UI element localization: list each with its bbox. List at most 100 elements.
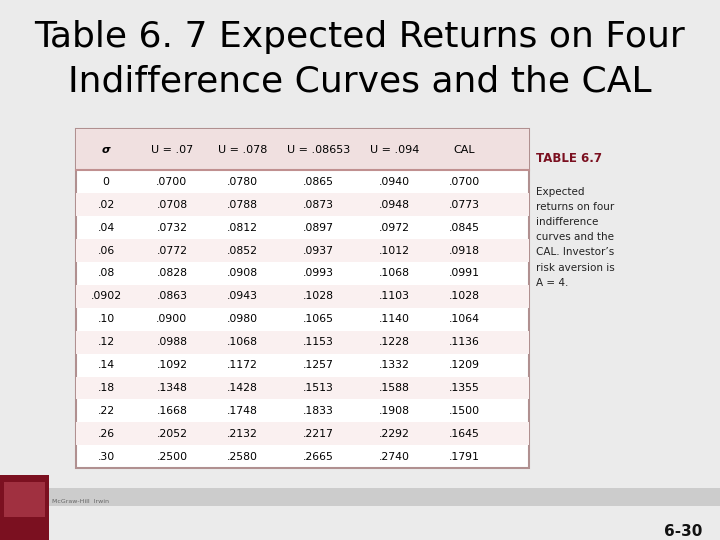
Text: .0788: .0788 [227, 200, 258, 210]
Text: .0897: .0897 [303, 222, 334, 233]
Text: .2132: .2132 [227, 429, 258, 438]
Text: .1257: .1257 [303, 360, 333, 370]
Text: 6-30: 6-30 [664, 524, 702, 539]
Text: .1153: .1153 [303, 337, 333, 347]
Text: .0852: .0852 [227, 246, 258, 255]
FancyBboxPatch shape [76, 130, 529, 171]
Text: .0780: .0780 [227, 177, 258, 187]
Text: .1833: .1833 [303, 406, 333, 416]
Text: .0772: .0772 [156, 246, 187, 255]
FancyBboxPatch shape [49, 488, 720, 507]
Text: .1645: .1645 [449, 429, 480, 438]
Text: .1136: .1136 [449, 337, 480, 347]
Text: .10: .10 [98, 314, 115, 325]
FancyBboxPatch shape [76, 239, 529, 262]
Text: .1513: .1513 [303, 383, 333, 393]
Text: .0863: .0863 [156, 292, 187, 301]
Text: .1140: .1140 [379, 314, 410, 325]
Text: .1065: .1065 [303, 314, 334, 325]
Text: .08: .08 [98, 268, 115, 279]
Text: .1068: .1068 [379, 268, 410, 279]
Text: CAL: CAL [454, 145, 475, 155]
Text: U = .07: U = .07 [151, 145, 193, 155]
Text: .0908: .0908 [227, 268, 258, 279]
Text: 0: 0 [103, 177, 109, 187]
Text: U = .094: U = .094 [369, 145, 419, 155]
Text: .0812: .0812 [227, 222, 258, 233]
Text: .1012: .1012 [379, 246, 410, 255]
Text: .0900: .0900 [156, 314, 188, 325]
Text: .26: .26 [98, 429, 114, 438]
FancyBboxPatch shape [0, 475, 49, 540]
Text: .2665: .2665 [303, 451, 333, 462]
Text: .04: .04 [98, 222, 115, 233]
Text: .1068: .1068 [227, 337, 258, 347]
Text: Expected
returns on four
indifference
curves and the
CAL. Investor’s
risk aversi: Expected returns on four indifference cu… [536, 186, 615, 288]
Text: σ: σ [102, 145, 111, 155]
Text: .1428: .1428 [227, 383, 258, 393]
Text: .1668: .1668 [156, 406, 187, 416]
Text: .1064: .1064 [449, 314, 480, 325]
FancyBboxPatch shape [76, 376, 529, 400]
Text: .0732: .0732 [156, 222, 187, 233]
Text: .1791: .1791 [449, 451, 480, 462]
Text: .1908: .1908 [379, 406, 410, 416]
Text: .1228: .1228 [379, 337, 410, 347]
Text: .1028: .1028 [449, 292, 480, 301]
Text: U = .078: U = .078 [217, 145, 267, 155]
Text: .14: .14 [98, 360, 114, 370]
Text: .0700: .0700 [156, 177, 188, 187]
Text: .0948: .0948 [379, 200, 410, 210]
Text: .1332: .1332 [379, 360, 410, 370]
Text: .02: .02 [98, 200, 115, 210]
Text: .12: .12 [98, 337, 114, 347]
Text: .22: .22 [98, 406, 114, 416]
FancyBboxPatch shape [76, 193, 529, 216]
Text: .1500: .1500 [449, 406, 480, 416]
Text: .0980: .0980 [227, 314, 258, 325]
Text: .2740: .2740 [379, 451, 410, 462]
FancyBboxPatch shape [76, 285, 529, 308]
FancyBboxPatch shape [4, 482, 45, 517]
FancyBboxPatch shape [76, 130, 529, 468]
Text: .0708: .0708 [156, 200, 187, 210]
Text: .1092: .1092 [156, 360, 187, 370]
Text: .2052: .2052 [156, 429, 187, 438]
Text: .0700: .0700 [449, 177, 480, 187]
Text: .0972: .0972 [379, 222, 410, 233]
Text: .18: .18 [98, 383, 114, 393]
Text: .2580: .2580 [227, 451, 258, 462]
Text: .0873: .0873 [303, 200, 334, 210]
FancyBboxPatch shape [76, 422, 529, 445]
Text: .0773: .0773 [449, 200, 480, 210]
Text: .30: .30 [98, 451, 115, 462]
Text: .0845: .0845 [449, 222, 480, 233]
Text: .1355: .1355 [449, 383, 480, 393]
Text: .1209: .1209 [449, 360, 480, 370]
Text: .0937: .0937 [303, 246, 334, 255]
Text: .0865: .0865 [303, 177, 334, 187]
Text: TABLE 6.7: TABLE 6.7 [536, 152, 603, 165]
Text: .0991: .0991 [449, 268, 480, 279]
Text: .0988: .0988 [156, 337, 187, 347]
Text: .0918: .0918 [449, 246, 480, 255]
Text: .1348: .1348 [156, 383, 187, 393]
Text: .0828: .0828 [156, 268, 187, 279]
Text: .2217: .2217 [303, 429, 333, 438]
Text: .1588: .1588 [379, 383, 410, 393]
Text: .0993: .0993 [303, 268, 334, 279]
Text: .2500: .2500 [156, 451, 187, 462]
Text: .2292: .2292 [379, 429, 410, 438]
Text: .1103: .1103 [379, 292, 410, 301]
Text: .1172: .1172 [227, 360, 258, 370]
Text: .06: .06 [98, 246, 115, 255]
Text: McGraw-Hill  Irwin: McGraw-Hill Irwin [52, 500, 109, 504]
FancyBboxPatch shape [76, 330, 529, 354]
Text: U = .08653: U = .08653 [287, 145, 350, 155]
Text: .1748: .1748 [227, 406, 258, 416]
Text: .0902: .0902 [91, 292, 122, 301]
Text: Table 6. 7 Expected Returns on Four
Indifference Curves and the CAL: Table 6. 7 Expected Returns on Four Indi… [35, 20, 685, 99]
Text: .0943: .0943 [227, 292, 258, 301]
Text: .1028: .1028 [303, 292, 334, 301]
Text: .0940: .0940 [379, 177, 410, 187]
